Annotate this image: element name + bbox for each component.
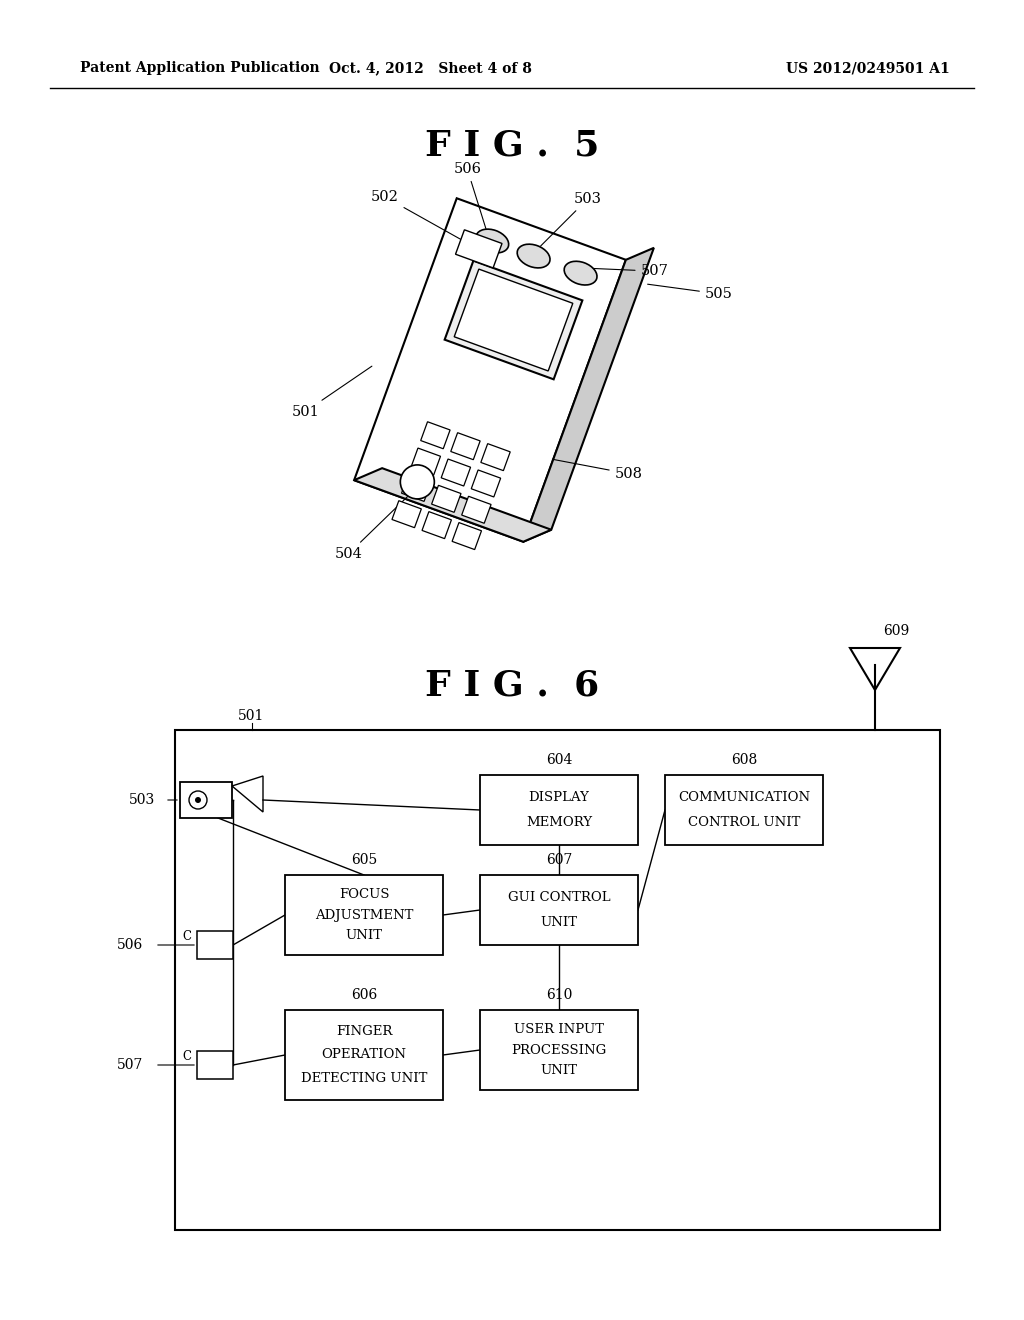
- Text: 607: 607: [546, 853, 572, 867]
- Text: 604: 604: [546, 752, 572, 767]
- Text: USER INPUT: USER INPUT: [514, 1023, 604, 1036]
- Text: 606: 606: [351, 987, 377, 1002]
- Polygon shape: [401, 474, 431, 502]
- Polygon shape: [431, 486, 461, 512]
- Polygon shape: [456, 230, 502, 268]
- Text: UNIT: UNIT: [541, 916, 578, 929]
- Text: CONTROL UNIT: CONTROL UNIT: [688, 817, 800, 829]
- Polygon shape: [462, 496, 492, 523]
- Text: 609: 609: [883, 624, 909, 638]
- Bar: [197, 1051, 233, 1078]
- Text: 507: 507: [589, 264, 669, 279]
- Text: OPERATION: OPERATION: [322, 1048, 407, 1061]
- Polygon shape: [453, 523, 481, 549]
- Ellipse shape: [517, 244, 550, 268]
- Text: 608: 608: [731, 752, 757, 767]
- Text: 501: 501: [292, 366, 372, 418]
- Polygon shape: [471, 470, 501, 496]
- Text: F I G .  6: F I G . 6: [425, 668, 599, 702]
- Polygon shape: [411, 447, 440, 475]
- Bar: [285, 1010, 443, 1100]
- Text: 502: 502: [371, 190, 466, 243]
- Bar: [665, 775, 823, 845]
- Text: 505: 505: [647, 284, 733, 301]
- Bar: [197, 931, 233, 960]
- Text: FOCUS: FOCUS: [339, 888, 389, 900]
- Polygon shape: [455, 269, 572, 371]
- Text: DISPLAY: DISPLAY: [528, 791, 590, 804]
- Text: 503: 503: [541, 191, 602, 246]
- Text: F I G .  5: F I G . 5: [425, 128, 599, 162]
- Text: MEMORY: MEMORY: [526, 817, 592, 829]
- Text: 507: 507: [117, 1059, 143, 1072]
- Bar: [180, 781, 232, 818]
- Polygon shape: [354, 469, 551, 541]
- Circle shape: [400, 465, 434, 499]
- Bar: [175, 730, 940, 1230]
- Text: 508: 508: [552, 459, 643, 480]
- Text: 503: 503: [129, 793, 155, 807]
- Text: 504: 504: [335, 494, 411, 561]
- Bar: [480, 775, 638, 845]
- Ellipse shape: [476, 230, 509, 253]
- Text: C: C: [182, 931, 191, 944]
- Text: Oct. 4, 2012   Sheet 4 of 8: Oct. 4, 2012 Sheet 4 of 8: [329, 61, 531, 75]
- Polygon shape: [421, 422, 451, 449]
- Bar: [480, 1010, 638, 1090]
- Text: PROCESSING: PROCESSING: [511, 1044, 606, 1056]
- Bar: [285, 875, 443, 954]
- Text: 501: 501: [238, 709, 264, 723]
- Polygon shape: [444, 261, 583, 379]
- Text: UNIT: UNIT: [345, 929, 383, 942]
- Polygon shape: [451, 433, 480, 459]
- Text: C: C: [182, 1051, 191, 1064]
- Text: US 2012/0249501 A1: US 2012/0249501 A1: [786, 61, 950, 75]
- Text: 610: 610: [546, 987, 572, 1002]
- Text: 605: 605: [351, 853, 377, 867]
- Text: FINGER: FINGER: [336, 1026, 392, 1039]
- Polygon shape: [523, 248, 654, 541]
- Polygon shape: [354, 198, 626, 541]
- Polygon shape: [422, 512, 452, 539]
- Polygon shape: [481, 444, 510, 471]
- Text: ADJUSTMENT: ADJUSTMENT: [314, 908, 414, 921]
- Text: COMMUNICATION: COMMUNICATION: [678, 791, 810, 804]
- Text: GUI CONTROL: GUI CONTROL: [508, 891, 610, 904]
- Polygon shape: [441, 459, 471, 486]
- Text: UNIT: UNIT: [541, 1064, 578, 1077]
- Text: 506: 506: [454, 162, 486, 230]
- Polygon shape: [392, 500, 421, 528]
- Text: DETECTING UNIT: DETECTING UNIT: [301, 1072, 427, 1085]
- Ellipse shape: [564, 261, 597, 285]
- Circle shape: [195, 797, 201, 803]
- Text: 506: 506: [117, 939, 143, 952]
- Text: Patent Application Publication: Patent Application Publication: [80, 61, 319, 75]
- Bar: [480, 875, 638, 945]
